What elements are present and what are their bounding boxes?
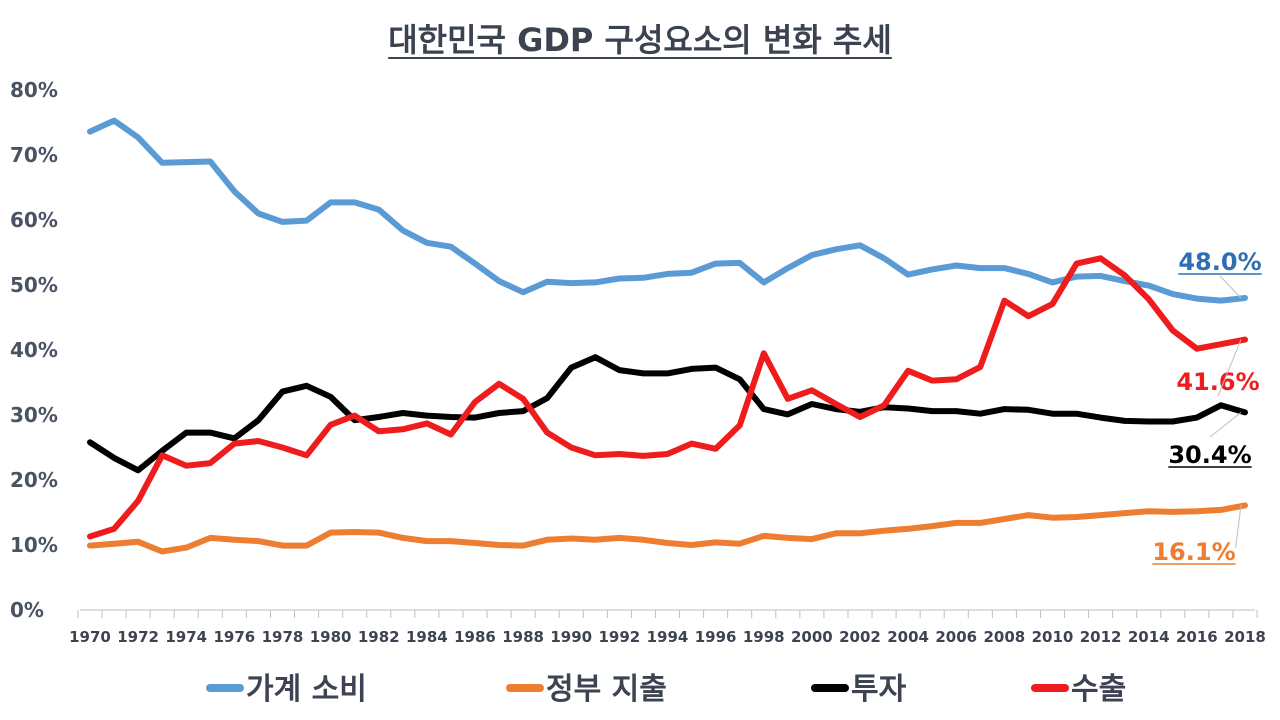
x-axis: 1970 1972 1974 1976 1978 1980 1982 1984 1986 1988…	[69, 609, 1266, 646]
y-tick-label: 50%	[10, 273, 58, 297]
x-tick-label: 2008	[984, 628, 1026, 646]
end-label-1: 16.1%	[1152, 538, 1235, 566]
y-tick-label: 10%	[10, 533, 58, 557]
x-tick-label: 2002	[839, 628, 881, 646]
x-tick-label: 2016	[1176, 628, 1218, 646]
end-label-3: 41.6%	[1176, 368, 1259, 396]
x-tick-label: 1996	[695, 628, 737, 646]
x-tick-label: 1974	[165, 628, 207, 646]
y-tick-label: 30%	[10, 403, 58, 427]
x-tick-label: 2006	[935, 628, 977, 646]
legend-label-1: 정부 지출	[546, 672, 667, 707]
x-tick-label: 2000	[791, 628, 833, 646]
end-label-leader	[1219, 275, 1242, 299]
x-tick-label: 1982	[358, 628, 400, 646]
x-tick-label: 2012	[1080, 628, 1122, 646]
end-label-leader	[1235, 505, 1242, 549]
end-labels: 48.0% 16.1% 30.4% 41.6%	[1152, 248, 1262, 566]
y-tick-label: 20%	[10, 468, 58, 492]
y-tick-label: 40%	[10, 338, 58, 362]
y-tick-label: 70%	[10, 143, 58, 167]
legend: 가계 소비 정부 지출 투자 수출	[206, 672, 1126, 707]
x-tick-label: 1980	[310, 628, 352, 646]
end-label-leader	[1217, 339, 1242, 397]
end-label-0: 48.0%	[1178, 248, 1261, 276]
x-tick-label: 1998	[743, 628, 785, 646]
x-tick-label: 1970	[69, 628, 111, 646]
series-line-0	[87, 117, 1248, 304]
x-tick-label: 2018	[1224, 628, 1266, 646]
series-line-1	[87, 502, 1248, 555]
x-tick-label: 1990	[550, 628, 592, 646]
x-tick-label: 1984	[406, 628, 448, 646]
series-layer	[87, 117, 1248, 555]
legend-label-2: 투자	[851, 672, 907, 707]
x-tick-label: 1976	[214, 628, 256, 646]
x-tick-label: 1972	[117, 628, 159, 646]
end-label-leader	[1209, 412, 1242, 438]
y-tick-label: 60%	[10, 208, 58, 232]
x-tick-label: 1988	[502, 628, 544, 646]
x-tick-label: 2014	[1128, 628, 1170, 646]
series-line-2	[87, 354, 1248, 474]
x-tick-label: 1992	[599, 628, 641, 646]
legend-label-0: 가계 소비	[246, 672, 367, 707]
series-line-3	[87, 255, 1248, 540]
legend-label-3: 수출	[1071, 672, 1126, 707]
y-tick-label: 80%	[10, 78, 58, 102]
end-label-2: 30.4%	[1168, 441, 1251, 469]
x-tick-label: 1986	[454, 628, 496, 646]
y-axis: 0% 10% 20% 30% 40% 50% 60% 70% 80%	[10, 78, 58, 622]
x-tick-label: 2010	[1032, 628, 1074, 646]
chart-title: 대한민국 GDP 구성요소의 변화 추세	[388, 21, 892, 59]
x-tick-label: 1994	[647, 628, 689, 646]
y-tick-label: 0%	[10, 598, 44, 622]
x-tick-label: 1978	[262, 628, 304, 646]
x-tick-label: 2004	[887, 628, 929, 646]
